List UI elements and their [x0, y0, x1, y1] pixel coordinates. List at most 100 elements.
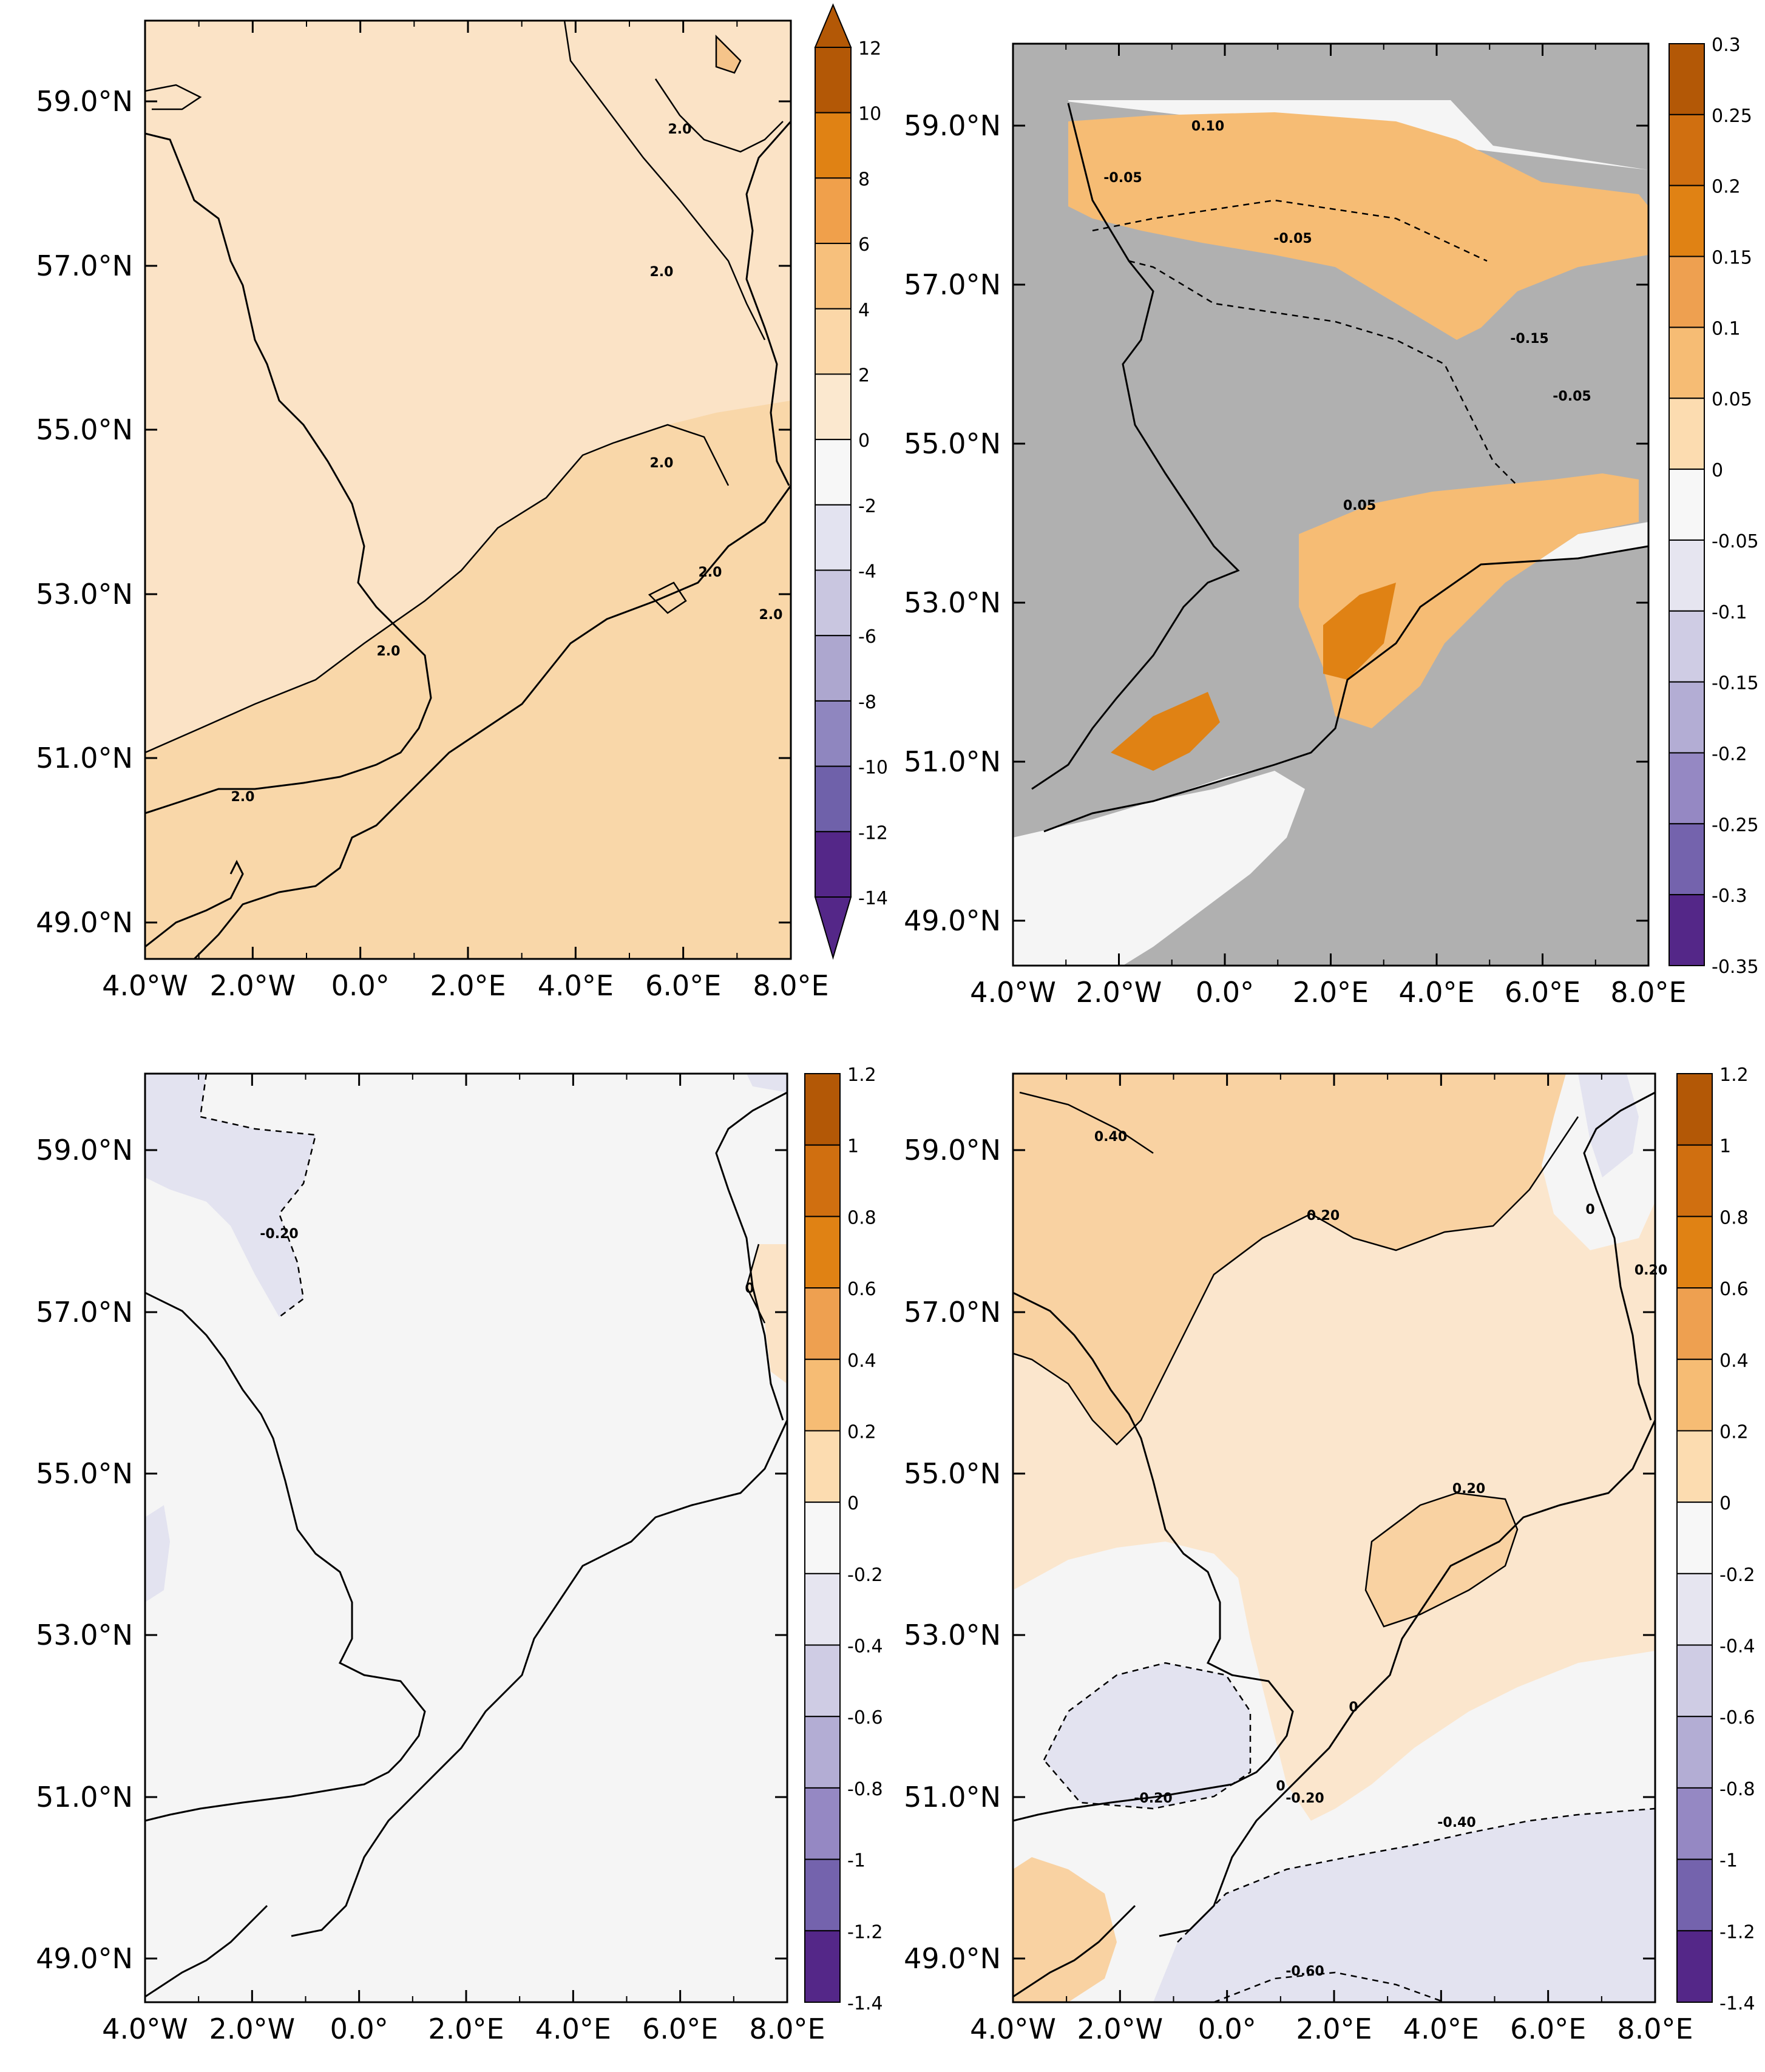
- colorbar-tick-label: 0.15: [1712, 248, 1752, 269]
- positive-region-north: [1013, 1074, 1639, 1444]
- colorbar-swatch: [815, 373, 852, 441]
- colorbar-swatch: [815, 439, 852, 506]
- contour-neg-2: [1092, 199, 1488, 262]
- contour-0.20-centre: [1364, 1492, 1519, 1628]
- contour-label: -0.05: [1553, 389, 1591, 404]
- map-area: [145, 1074, 787, 2002]
- colorbar-swatch: [1668, 752, 1705, 825]
- colorbar-tick-label: 1.2: [847, 1065, 876, 1086]
- colorbar-swatch: [815, 47, 852, 113]
- lon-label: 6.0°E: [1505, 976, 1580, 1009]
- lat-label: 51.0°N: [36, 1781, 133, 1813]
- contour-label: 0.20: [1307, 1208, 1340, 1224]
- map-area: [145, 21, 791, 959]
- lon-label: 6.0°E: [645, 969, 721, 1002]
- positive-band-south: [1299, 473, 1639, 728]
- contour-labels: 0.400.20 00.200.200-0.20-0.20-0.40-0.600: [1094, 1129, 1667, 1979]
- colorbar-tick-label: 1: [1719, 1136, 1731, 1157]
- colorbar-swatch: [804, 1573, 841, 1646]
- coastline-norway-denmark: [715, 1091, 787, 1421]
- colorbar-swatch: [1668, 681, 1705, 754]
- lon-label: 2.0°W: [1077, 2013, 1164, 2045]
- contour-label: 0: [1349, 1700, 1358, 1715]
- colorbar-swatch: [804, 1073, 841, 1146]
- contour-label: 2.0: [650, 456, 674, 471]
- contour-label: 0.40: [1094, 1129, 1127, 1145]
- contour-label: 0.20: [1635, 1263, 1667, 1278]
- lon-label: 4.0°W: [102, 2013, 188, 2045]
- contour-label: 2.0: [377, 644, 401, 659]
- colorbar-swatch: [804, 1930, 841, 2003]
- axes: 4.0°W 2.0°W 0.0° 2.0°E 4.0°E 6.0°E 8.0°E 59.0°N…: [36, 1074, 825, 2045]
- colorbar-tick-label: -0.2: [1719, 1565, 1755, 1586]
- negative-patch-2: [145, 1505, 170, 1602]
- contour-label: -0.20: [260, 1227, 298, 1242]
- colorbar-tick-label: 10: [858, 104, 881, 125]
- lat-label: 53.0°N: [36, 578, 133, 611]
- colorbar-arrow-top: [814, 3, 852, 48]
- colorbar-tick-label: 0: [847, 1493, 859, 1514]
- colorbar-swatch: [815, 308, 852, 375]
- lon-label: 2.0°E: [1293, 976, 1369, 1009]
- colorbar-tick-label: 0: [1719, 1493, 1731, 1514]
- contour-0.20: [1013, 1116, 1579, 1446]
- lat-label: 55.0°N: [36, 413, 133, 446]
- colorbar-tick-label: -10: [858, 757, 888, 779]
- colorbar-swatch: [804, 1502, 841, 1574]
- lon-label: 6.0°E: [1510, 2013, 1586, 2045]
- contour-label: 0: [745, 1281, 754, 1296]
- contour-0.40: [1019, 1091, 1154, 1154]
- colorbar-tick-label: 1.2: [1719, 1065, 1749, 1086]
- lon-label: 2.0°W: [210, 969, 296, 1002]
- colorbar-swatch: [1668, 185, 1705, 257]
- colorbar-swatch: [804, 1216, 841, 1289]
- contour-label: -0.20: [1286, 1791, 1324, 1806]
- colorbar-swatch: [1676, 1502, 1713, 1574]
- contour-label: 0.05: [1343, 498, 1376, 513]
- positive-patch: [747, 1244, 787, 1384]
- channel-sea: [1013, 771, 1305, 966]
- coastline-britain: [1013, 1292, 1294, 1822]
- colorbar-swatch: [1676, 1787, 1713, 1860]
- panel-top-left: 4.0°W 2.0°W 0.0° 2.0°E 4.0°E 6.0°E 8.0°E 59.0°N…: [36, 3, 888, 1002]
- lon-label: 4.0°E: [538, 969, 614, 1002]
- lon-label: 6.0°E: [642, 2013, 718, 2045]
- colorbar-tick-label: 0.2: [847, 1421, 876, 1443]
- lon-label: 2.0°E: [430, 969, 506, 1002]
- colorbar-swatch: [815, 112, 852, 179]
- coastline-brittany: [145, 1904, 268, 1998]
- positive-patch-centre: [1366, 1493, 1517, 1627]
- lat-label: 55.0°N: [904, 427, 1001, 460]
- colorbar-tick-label: -0.8: [1719, 1779, 1755, 1800]
- colorbar-tick-label: 6: [858, 234, 870, 256]
- colorbar-tick-label: -0.3: [1712, 885, 1747, 907]
- colorbar-swatch: [815, 765, 852, 833]
- lat-label: 57.0°N: [36, 1296, 133, 1329]
- lat-label: 55.0°N: [36, 1457, 133, 1490]
- colorbar-tick-label: -0.4: [847, 1636, 883, 1657]
- lon-label: 2.0°W: [209, 2013, 296, 2045]
- lon-label: 4.0°E: [1403, 2013, 1479, 2045]
- colorbar-tick-label: 12: [858, 38, 881, 59]
- lon-label: 4.0°E: [535, 2013, 611, 2045]
- colorbar-swatch: [1668, 256, 1705, 328]
- colorbar-tick-label: -4: [858, 561, 876, 583]
- coastline-britain: [145, 1292, 426, 1822]
- colorbar-swatch: [1668, 469, 1705, 541]
- map-area: [1013, 44, 1648, 966]
- colorbar-tick-label: 4: [858, 300, 870, 321]
- panel-bottom-right: 4.0°W 2.0°W 0.0° 2.0°E 4.0°E 6.0°E 8.0°E 59.0°N…: [904, 1065, 1755, 2045]
- lat-label: 57.0°N: [36, 249, 133, 282]
- colorbar-swatch: [1668, 539, 1705, 612]
- colorbar-tick-label: 8: [858, 169, 870, 190]
- lon-label: 8.0°E: [1610, 976, 1686, 1009]
- lon-label: 4.0°W: [970, 976, 1056, 1009]
- lat-label: 49.0°N: [36, 1942, 133, 1975]
- colorbar-tick-label: -0.1: [1712, 602, 1747, 623]
- colorbar-tick-label: 0.3: [1712, 35, 1741, 56]
- colorbar-tick-label: -1.4: [1719, 1993, 1755, 2014]
- positive-patch-brittany: [1013, 1857, 1117, 2002]
- colorbar-tick-label: 0.8: [1719, 1207, 1749, 1228]
- colorbar-tick-label: 1: [847, 1136, 859, 1157]
- colorbar-swatch: [1668, 610, 1705, 683]
